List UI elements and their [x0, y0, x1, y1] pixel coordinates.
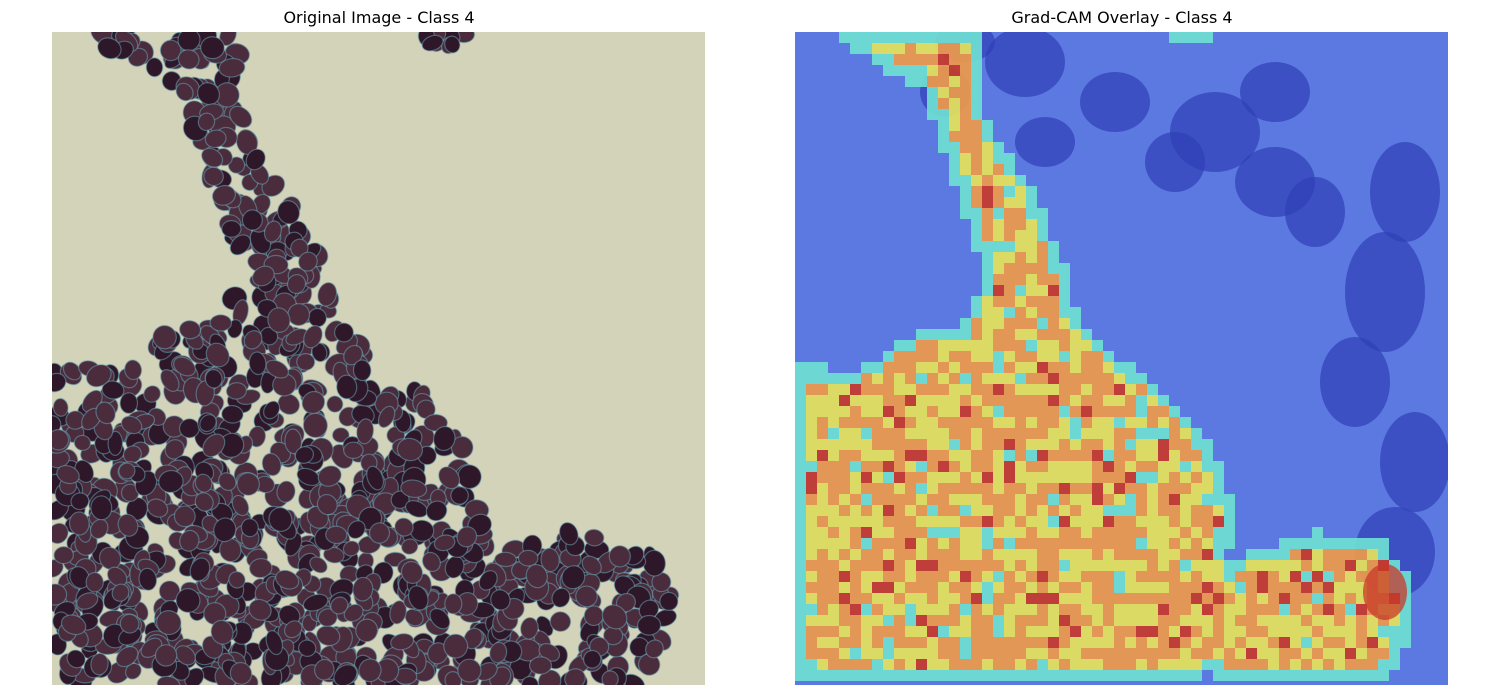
gradcam-overlay-panel: Grad-CAM Overlay - Class 4 — [795, 0, 1449, 700]
original-image-panel: Original Image - Class 4 — [52, 0, 706, 700]
low-activation-cells — [920, 32, 1448, 597]
activation-peak — [1363, 564, 1407, 620]
micrograph-image — [52, 32, 705, 685]
gradcam-overlay-title: Grad-CAM Overlay - Class 4 — [1011, 8, 1233, 27]
activation-heatmap — [795, 32, 1411, 681]
original-image-frame — [52, 32, 705, 685]
gradcam-heatmap-image — [795, 32, 1448, 685]
original-image-title: Original Image - Class 4 — [283, 8, 475, 27]
cell-cluster — [52, 32, 680, 685]
gradcam-overlay-frame — [795, 32, 1448, 685]
